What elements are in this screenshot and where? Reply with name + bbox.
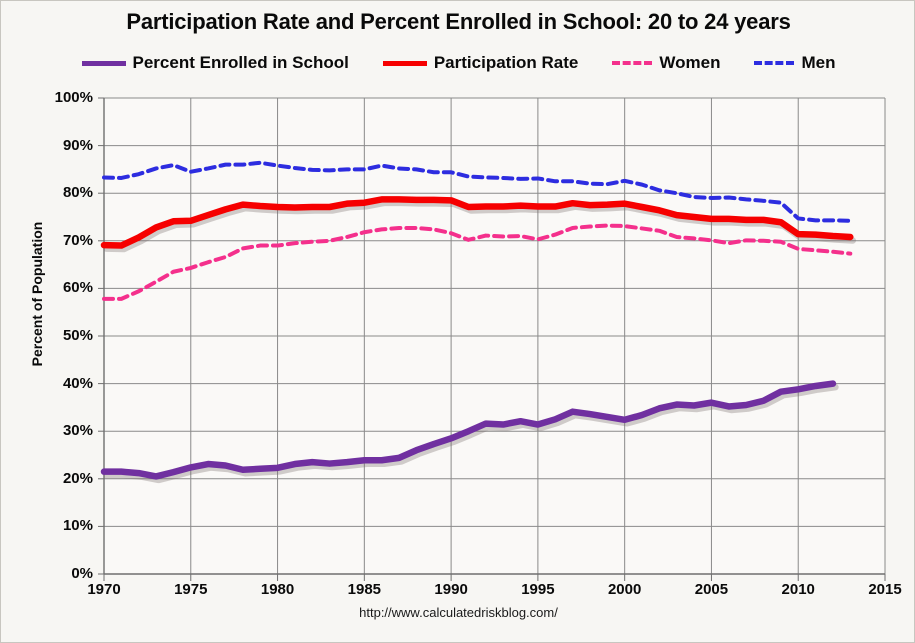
y-tick-label: 50% — [62, 327, 93, 344]
x-tick-label: 1975 — [174, 581, 208, 598]
y-tick-label: 20% — [62, 469, 93, 487]
series-line-participation-rate — [100, 196, 854, 249]
source-url-caption: http://www.calculatedriskblog.com/ — [359, 605, 558, 620]
x-tick-label: 1995 — [521, 581, 555, 598]
series-shadow-participation-rate — [103, 199, 857, 253]
chart-title: Participation Rate and Percent Enrolled … — [126, 9, 791, 34]
legend-label-enrolled: Percent Enrolled in School — [132, 53, 349, 72]
x-tick-label: 2000 — [607, 581, 642, 598]
legend-item-enrolled: Percent Enrolled in School — [81, 53, 349, 73]
y-tick-label: 10% — [62, 517, 93, 535]
legend-swatch-participation — [382, 60, 427, 66]
y-axis-tick-labels: 0% 10% 20% 30% 40% 50% 60% 70% 80% 90% 100% — [41, 1, 93, 642]
legend-item-participation: Participation Rate — [382, 53, 579, 73]
y-tick-label: 80% — [62, 184, 93, 202]
y-tick-label: 70% — [62, 231, 93, 249]
legend-label-men: Men — [801, 53, 836, 72]
legend-item-women: Women — [612, 53, 720, 73]
y-tick-label: 100% — [54, 89, 93, 106]
y-tick-label: 30% — [62, 422, 93, 440]
x-tick-label: 1985 — [347, 581, 382, 598]
y-tick-label: 0% — [71, 565, 93, 582]
y-tick-label: 60% — [62, 279, 93, 297]
legend-swatch-enrolled — [81, 60, 126, 66]
x-tick-label: 1970 — [87, 581, 121, 598]
x-tick-label: 2005 — [694, 581, 729, 598]
series-line-percent-enrolled-in-school — [100, 380, 837, 480]
series-line-women — [102, 223, 853, 301]
chart-legend: Percent Enrolled in School Participation… — [1, 53, 914, 73]
x-tick-label: 1980 — [260, 581, 295, 598]
y-tick-label: 90% — [62, 136, 93, 154]
legend-label-women: Women — [659, 53, 721, 72]
y-tick-label: 40% — [62, 374, 93, 392]
series-line-men — [102, 160, 853, 223]
legend-swatch-women — [612, 61, 653, 65]
legend-swatch-men — [754, 61, 795, 65]
x-tick-label: 2010 — [781, 581, 815, 598]
legend-item-men: Men — [754, 53, 835, 73]
x-tick-label: 2015 — [868, 581, 902, 598]
x-tick-label: 1990 — [434, 581, 468, 598]
legend-label-participation: Participation Rate — [433, 53, 579, 72]
